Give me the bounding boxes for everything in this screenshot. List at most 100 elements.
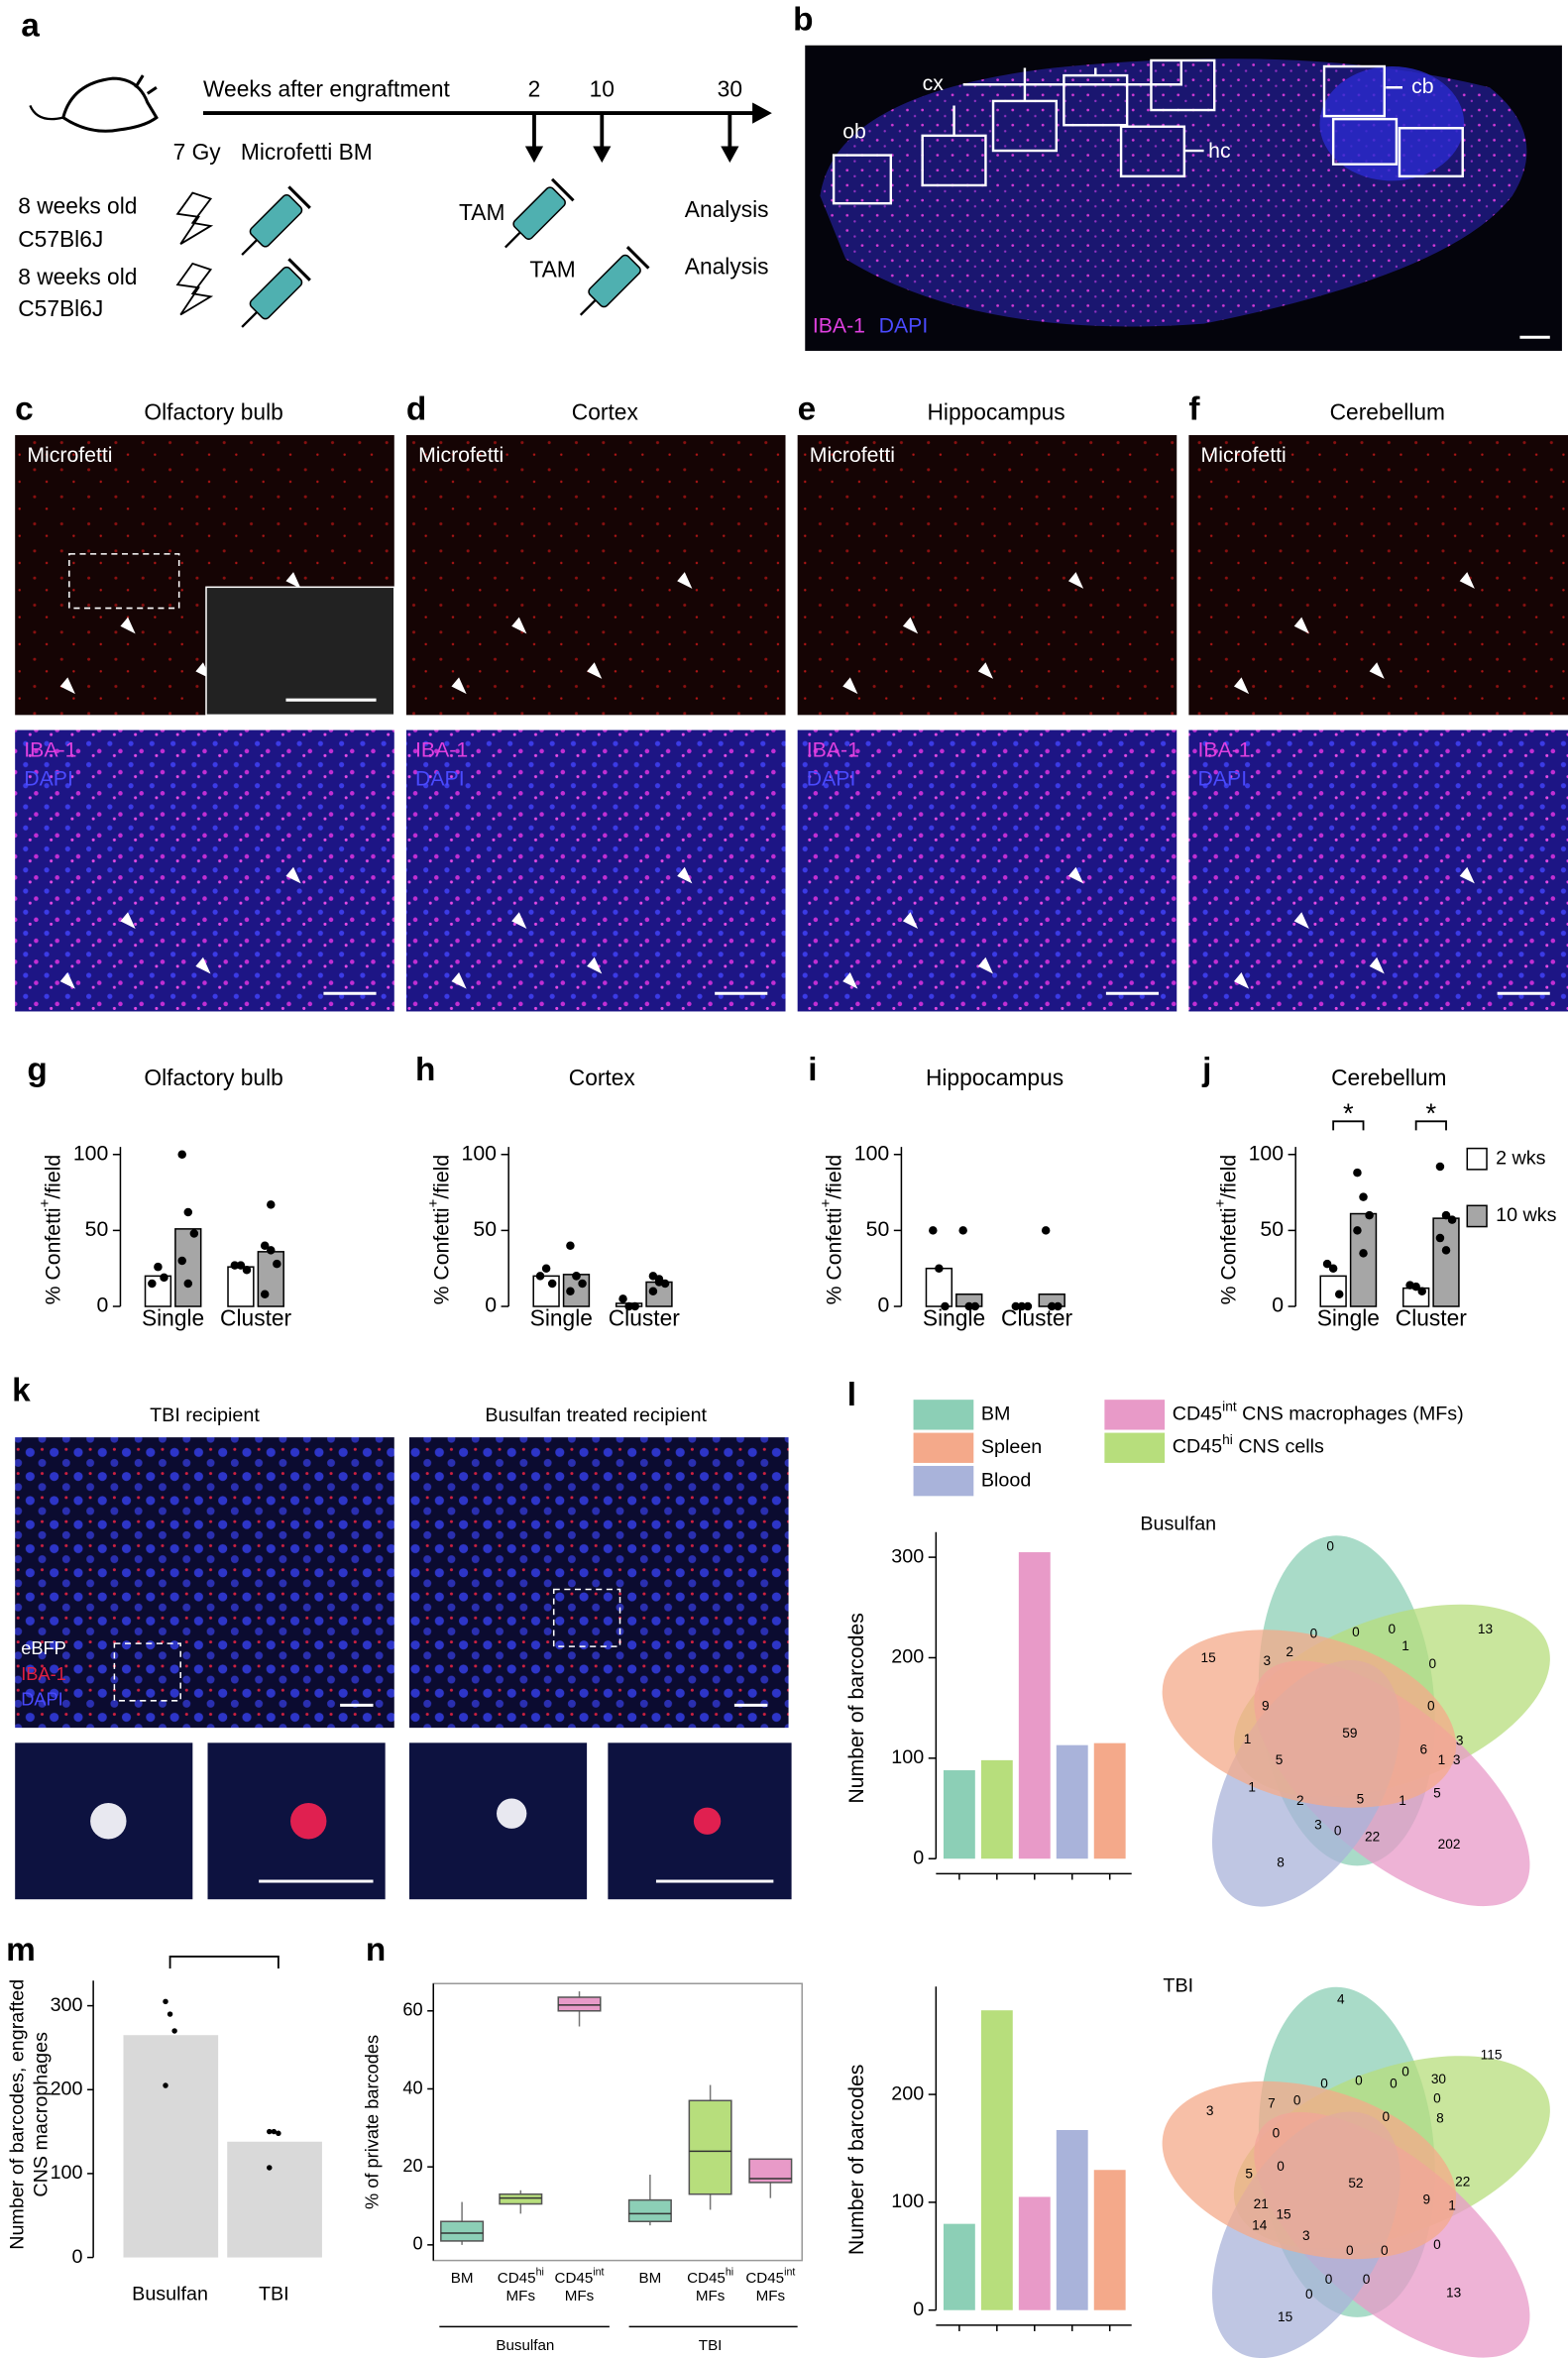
bar <box>144 1275 172 1307</box>
venn-count: 5 <box>1245 2167 1253 2182</box>
venn-count: 0 <box>1429 1656 1437 1671</box>
data-point <box>958 1226 967 1235</box>
text-part: hi <box>726 2267 733 2279</box>
panel-title: Hippocampus <box>927 399 1064 425</box>
label: 10 <box>590 75 615 101</box>
y-axis-label: Number of barcodes <box>844 1613 868 1804</box>
venn-count: 14 <box>1252 2217 1268 2232</box>
text-part: CD45 <box>1173 1436 1222 1458</box>
annotation: * <box>1426 1097 1437 1128</box>
venn-count: 0 <box>1320 2077 1328 2091</box>
venn-count: 3 <box>1456 1733 1464 1747</box>
stain-label: IBA-1 <box>415 737 468 761</box>
image-title: TBI recipient <box>150 1405 260 1426</box>
data-point <box>183 1279 193 1289</box>
arrow-head <box>721 146 739 164</box>
mouse <box>61 74 159 133</box>
data-point <box>1023 1301 1033 1311</box>
y-tick-label: 200 <box>51 2078 83 2099</box>
bolt <box>175 191 214 245</box>
data-point <box>1435 1162 1445 1172</box>
panel-letter: n <box>366 1932 386 1968</box>
inset <box>205 586 395 717</box>
data-point <box>267 1200 276 1209</box>
y-tick-label: 100 <box>51 2162 83 2184</box>
y-tick-label: 0 <box>96 1293 108 1317</box>
label: C57Bl6J <box>18 295 103 321</box>
y-axis-label: Number of barcodes <box>844 2065 868 2256</box>
y-axis-label: % Confetti+/field <box>819 1155 845 1305</box>
arrowhead <box>1459 866 1475 884</box>
x-tick-label: Busulfan <box>132 2284 208 2305</box>
box-ob <box>832 154 893 205</box>
venn-count: 0 <box>1346 2243 1354 2258</box>
arrowhead <box>587 662 603 679</box>
bar <box>1093 2170 1126 2310</box>
data-point <box>260 1290 270 1299</box>
data-point <box>160 1273 168 1283</box>
text-part: % Confetti <box>822 1207 845 1304</box>
arrowhead <box>451 971 467 989</box>
panel-letter: c <box>15 392 34 428</box>
venn-count: 0 <box>1355 2074 1363 2088</box>
venn-set <box>1162 1630 1457 1808</box>
chart-title: Hippocampus <box>926 1065 1064 1090</box>
time-arrow-heads <box>524 146 739 164</box>
region-label: hc <box>1208 139 1231 163</box>
y-tick-label: 0 <box>913 1847 924 1868</box>
x-tick-label: Cluster <box>1001 1305 1073 1331</box>
cell <box>90 1803 127 1840</box>
arrow-head <box>752 102 772 124</box>
y-tick-label: 60 <box>402 2000 422 2020</box>
label: Microfetti BM <box>241 139 373 165</box>
y-axis-label: % Confetti+/field <box>426 1155 453 1305</box>
venn-count: 5 <box>1276 1752 1284 1767</box>
venn-count: 1 <box>1401 1638 1409 1653</box>
venn-count: 0 <box>1310 1627 1318 1641</box>
venn-count: 22 <box>1365 1830 1380 1845</box>
data-point <box>148 1279 157 1289</box>
data-point <box>535 1272 545 1281</box>
venn-count: 5 <box>1433 1786 1441 1801</box>
syringe <box>241 258 311 328</box>
venn-count: 0 <box>1433 2237 1441 2252</box>
tbi-image <box>15 1437 394 1729</box>
data-point <box>1353 1168 1362 1178</box>
stain-label: DAPI <box>415 766 465 790</box>
text-part: % Confetti <box>1216 1207 1240 1304</box>
venn-count: 13 <box>1446 2286 1461 2301</box>
x-tick-label: CD45hi <box>687 2267 733 2287</box>
stain-label: Microfetti <box>27 443 112 467</box>
text-part: CD45 <box>498 2270 536 2287</box>
y-axis-label: % Confetti+/field <box>1213 1155 1240 1305</box>
x-tick-label: Single <box>142 1305 204 1331</box>
data-point <box>578 1279 587 1289</box>
venn-count: 15 <box>1276 2207 1291 2222</box>
label: 7 Gy <box>173 139 222 165</box>
label: Analysis <box>685 253 769 279</box>
bar <box>1018 2196 1051 2310</box>
label: TAM <box>529 257 575 282</box>
x-tick-label: MFs <box>696 2288 726 2304</box>
venn-count: 3 <box>1264 1653 1272 1668</box>
venn-count: 115 <box>1481 2048 1503 2063</box>
venn-count: 0 <box>1401 2064 1409 2079</box>
data-point <box>1441 1246 1451 1255</box>
bar <box>174 1228 202 1307</box>
x-tick-label: BM <box>451 2270 474 2287</box>
y-tick-label: 300 <box>891 1545 924 1567</box>
data-point <box>1322 1259 1332 1269</box>
arrowhead <box>511 912 527 929</box>
y-tick-label: 50 <box>85 1217 109 1241</box>
venn-count: 1 <box>1244 1732 1252 1746</box>
venn-count: 0 <box>1382 2109 1390 2124</box>
data-point <box>935 1264 944 1273</box>
y-tick-label: 100 <box>891 2191 924 2212</box>
x-tick-label: Single <box>1317 1305 1380 1331</box>
region-label: cx <box>923 71 945 95</box>
data-point <box>624 1301 633 1311</box>
stain-label: IBA-1 <box>24 737 76 761</box>
chart-title: Olfactory bulb <box>144 1065 282 1090</box>
